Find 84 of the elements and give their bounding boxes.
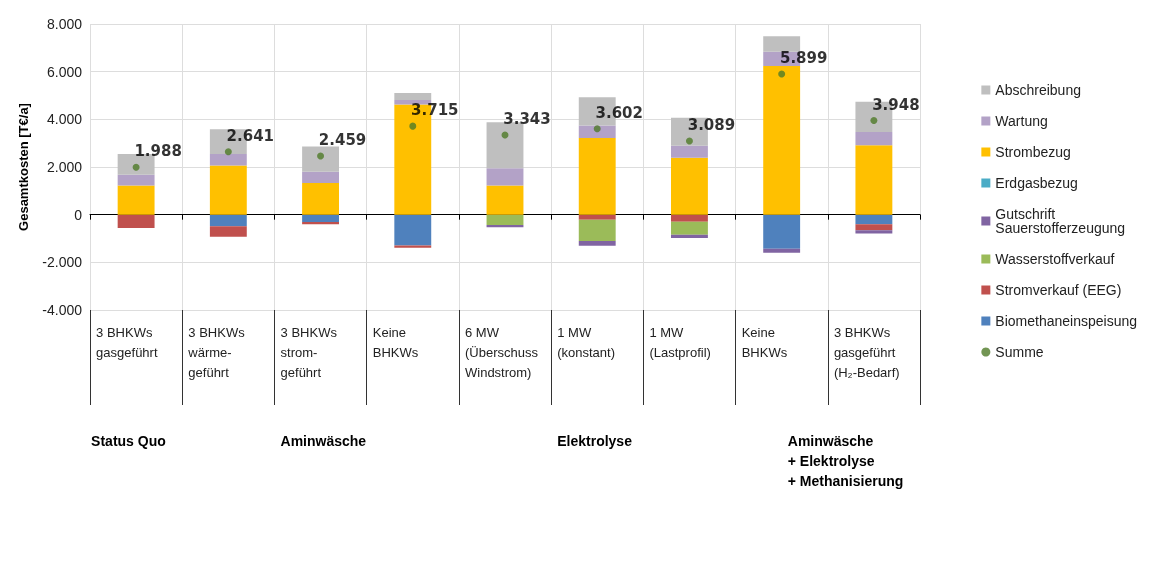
y-tick-label: 0 (74, 206, 83, 223)
bar (209, 226, 247, 237)
legend-label: Stromverkauf (EEG) (995, 282, 1122, 298)
point (685, 137, 693, 145)
point (778, 70, 786, 78)
data-label: 5.899 (779, 49, 828, 68)
bar (394, 92, 432, 100)
y-tick-label: 4.000 (46, 111, 83, 128)
bar (855, 214, 893, 225)
text: Elektrolyse (557, 433, 633, 449)
y-tick-label: 2.000 (46, 159, 83, 175)
bar (117, 214, 155, 229)
x-tick-label: 3 BHKWs wärme- geführt (187, 324, 246, 380)
bar (394, 245, 432, 248)
bar (486, 168, 524, 186)
bar (578, 214, 616, 220)
x-tick-label: 1 MW (Lastprofil) (649, 324, 711, 360)
bar (671, 157, 708, 215)
bar (671, 214, 708, 222)
bar (209, 165, 247, 215)
bar (763, 65, 801, 215)
y-tick-label: 8.000 (46, 16, 83, 32)
legend-label: Biomethaneinspeisung (995, 313, 1137, 329)
y-tick-label: -4.000 (42, 302, 83, 318)
bar (302, 182, 339, 215)
legend-label: Wartung (995, 113, 1048, 129)
y-axis-title: Gesamtkosten [T€/a] (16, 103, 31, 231)
legend-label: Abschreibung (995, 82, 1081, 98)
legend-label: Erdgasbezug (995, 175, 1078, 191)
text: Aminwäsche + Elektrolyse + Methanisierung (787, 433, 904, 489)
bar (671, 145, 708, 158)
bar (855, 224, 893, 231)
x-tick-label: 3 BHKWs gasgeführt (H₂-Bedarf) (833, 324, 900, 380)
point (132, 163, 140, 171)
bar (855, 131, 893, 146)
bar (578, 125, 616, 138)
bar (302, 171, 339, 183)
data-label: 3.343 (503, 109, 551, 128)
legend-label: Strombezug (995, 144, 1071, 160)
bar (855, 230, 893, 234)
text: Status Quo (91, 433, 166, 449)
bar (578, 137, 616, 215)
bar (486, 122, 524, 169)
legend-label: Wasserstoffverkauf (995, 251, 1115, 267)
bar (117, 185, 155, 215)
bar (763, 214, 801, 249)
y-tick-label: -2.000 (42, 254, 83, 271)
point (870, 117, 878, 125)
bar (486, 214, 524, 225)
point (593, 125, 601, 133)
bar (302, 146, 339, 172)
bar (671, 234, 708, 239)
x-tick-label: 3 BHKWs strom- geführt (280, 324, 338, 380)
legend-label: Summe (995, 344, 1044, 360)
bar (763, 36, 801, 52)
point (317, 152, 325, 160)
x-tick-label: 1 MW (konstant) (557, 324, 616, 360)
bar (209, 153, 247, 166)
data-label: 3.948 (872, 95, 920, 114)
bar (117, 174, 155, 186)
bar (763, 248, 801, 253)
bar (209, 214, 247, 227)
bar (302, 214, 339, 223)
bar (578, 241, 616, 246)
bar (302, 222, 339, 225)
data-label: 2.459 (318, 131, 367, 150)
bar (394, 214, 432, 246)
point (409, 122, 417, 130)
bar (486, 185, 524, 215)
data-label: 3.602 (595, 103, 643, 122)
text: Aminwäsche (280, 433, 367, 449)
bar (671, 221, 708, 235)
point (224, 148, 232, 156)
bar (578, 219, 616, 241)
y-tick-label: 6.000 (46, 63, 83, 80)
x-tick-label: Keine BHKWs (372, 324, 419, 360)
legend-label: Gutschrift Sauerstofferzeugung (995, 206, 1126, 236)
x-tick-label: Keine BHKWs (741, 324, 788, 360)
data-label: 3.089 (687, 116, 736, 135)
data-label: 1.988 (134, 142, 182, 161)
x-tick-label: 6 MW (Überschuss Windstrom) (465, 324, 539, 380)
bar (855, 145, 893, 215)
data-label: 2.641 (226, 126, 275, 145)
x-tick-label: 3 BHKWs gasgeführt (96, 324, 158, 360)
